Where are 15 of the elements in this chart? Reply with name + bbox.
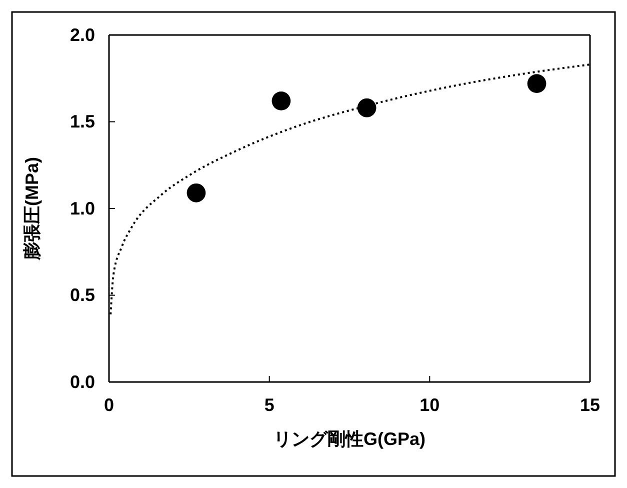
y-tick-label: 0.5 bbox=[70, 285, 95, 306]
point bbox=[357, 98, 376, 118]
x-axis-title: リング剛性G(GPa) bbox=[273, 429, 426, 449]
x-tick-label: 5 bbox=[264, 394, 274, 415]
point bbox=[186, 183, 206, 202]
x-tick-label: 10 bbox=[420, 394, 440, 415]
point bbox=[527, 74, 546, 93]
y-tick-label: 1.0 bbox=[70, 198, 95, 218]
y-axis-title: 膨張圧(MPa) bbox=[22, 156, 42, 261]
x-tick-label: 15 bbox=[580, 394, 600, 415]
x-tick-label: 0 bbox=[104, 394, 114, 415]
y-tick-label: 2.0 bbox=[70, 24, 95, 45]
y-tick-label: 0.0 bbox=[70, 372, 95, 392]
point bbox=[272, 92, 291, 110]
y-tick-label: 1.5 bbox=[70, 112, 95, 132]
